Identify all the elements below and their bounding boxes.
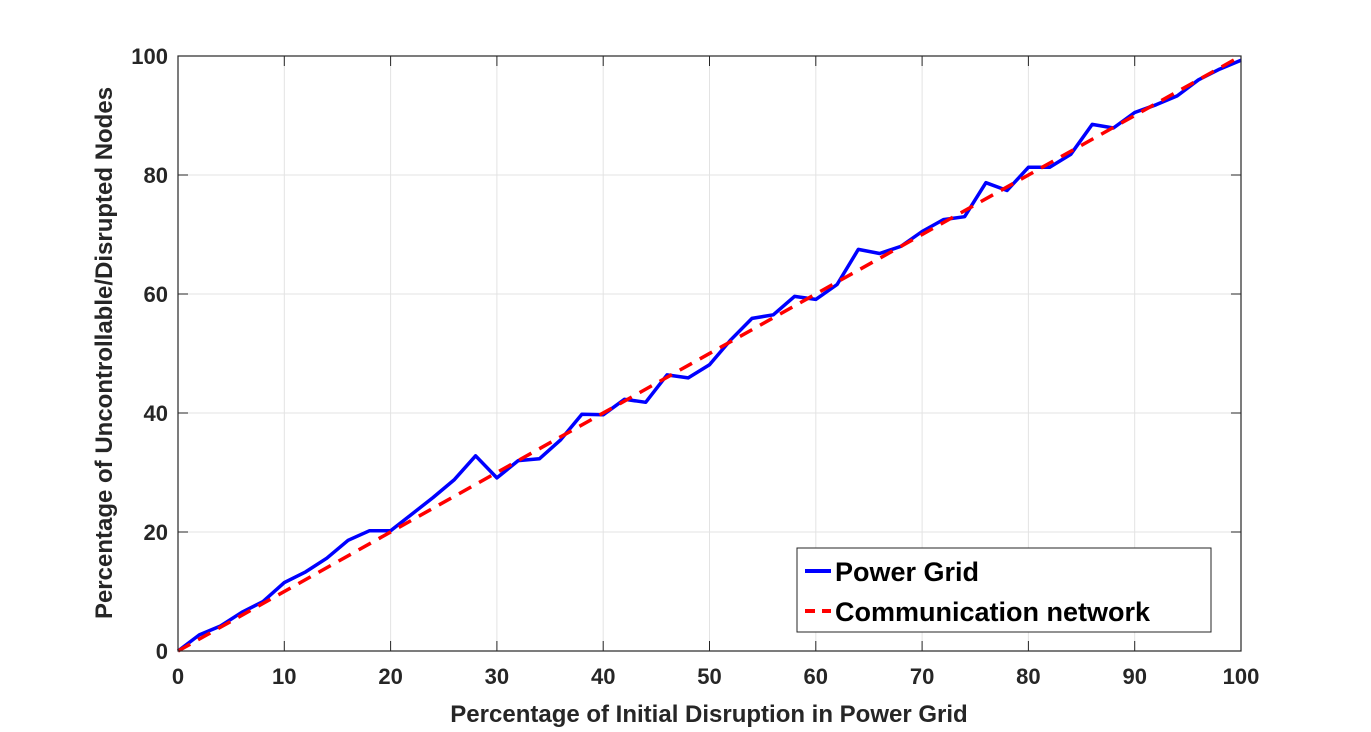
series-group	[176, 54, 1242, 653]
legend-label-communication-network: Communication network	[835, 597, 1151, 627]
x-tick-label: 80	[1016, 664, 1040, 689]
x-tick-label: 100	[1223, 664, 1260, 689]
y-axis-label: Percentage of Uncontrollable/Disrupted N…	[91, 87, 118, 619]
x-tick-label: 50	[697, 664, 721, 689]
x-tick-label: 40	[591, 664, 615, 689]
x-tick-label: 90	[1122, 664, 1146, 689]
y-tick-label: 0	[156, 639, 168, 664]
y-tick-label: 20	[144, 520, 168, 545]
y-tick-label: 60	[144, 282, 168, 307]
x-tick-label: 70	[910, 664, 934, 689]
legend-box	[796, 547, 1212, 633]
legend: Power Grid Communication network	[796, 547, 1212, 633]
x-tick-label: 20	[378, 664, 402, 689]
y-tick-label: 100	[131, 44, 168, 69]
y-tick-label: 40	[144, 401, 168, 426]
grid	[178, 56, 1241, 651]
x-axis-label: Percentage of Initial Disruption in Powe…	[450, 701, 967, 728]
series-line-communication-network	[177, 54, 1242, 653]
y-axis-ticks: 0 20 40 60 80 100	[131, 44, 1241, 664]
x-axis-ticks: 0 10 20 30 40 50 60 70 80 90 100	[172, 56, 1259, 689]
x-tick-label: 0	[172, 664, 184, 689]
series-line-power-grid	[176, 58, 1242, 653]
x-tick-label: 30	[485, 664, 509, 689]
y-tick-label: 80	[144, 163, 168, 188]
legend-label-power-grid: Power Grid	[835, 557, 979, 587]
x-tick-label: 10	[272, 664, 296, 689]
x-tick-label: 60	[804, 664, 828, 689]
